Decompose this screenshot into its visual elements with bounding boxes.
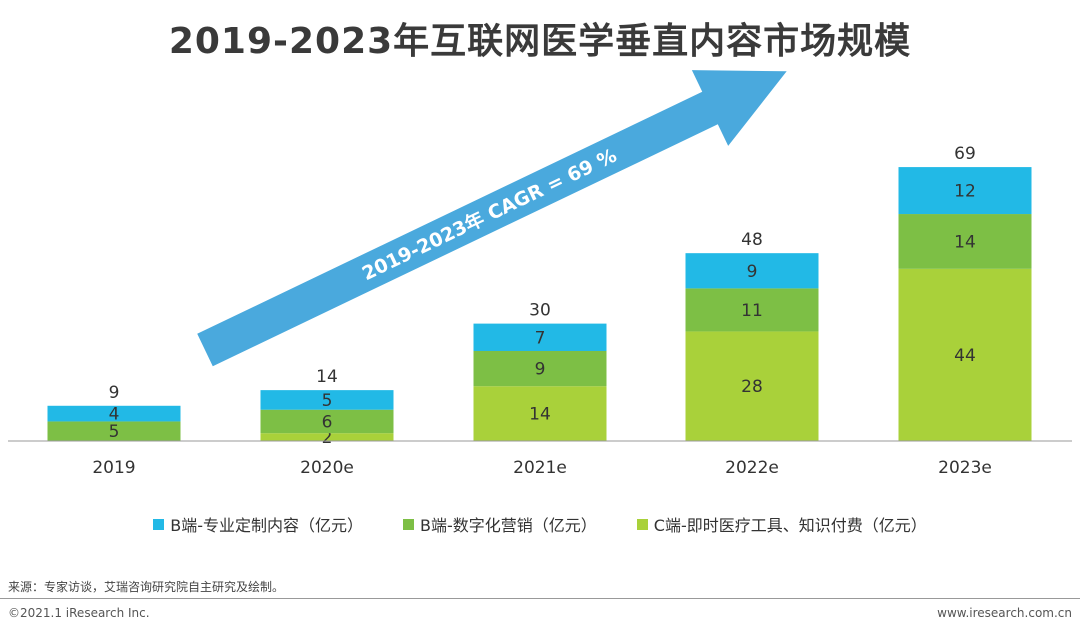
legend-item-consumer-tools: C端-即时医疗工具、知识付费（亿元） bbox=[636, 512, 927, 536]
segment-label-2022e-0: 28 bbox=[741, 377, 763, 397]
segment-label-2023e-1: 14 bbox=[954, 232, 976, 252]
total-label-2023e: 69 bbox=[954, 144, 976, 164]
website-link[interactable]: www.iresearch.com.cn bbox=[937, 606, 1072, 620]
bar-segment-2019-2 bbox=[47, 405, 181, 422]
bar-segment-2023e-0 bbox=[898, 268, 1032, 441]
stacked-bar-chart: 2019-2023年 CAGR = 69 %5492019265142020e1… bbox=[8, 70, 1072, 478]
bar-segment-2022e-1 bbox=[685, 288, 819, 332]
segment-label-2020e-0: 2 bbox=[322, 428, 333, 448]
x-tick-label-2022e: 2022e bbox=[725, 458, 779, 478]
footer-divider bbox=[0, 598, 1080, 599]
x-tick-label-2021e: 2021e bbox=[513, 458, 567, 478]
legend-label-consumer-tools: C端-即时医疗工具、知识付费（亿元） bbox=[653, 516, 927, 535]
bar-segment-2020e-0 bbox=[260, 433, 394, 441]
bar-segment-2020e-2 bbox=[260, 390, 394, 410]
bar-segment-2023e-1 bbox=[898, 214, 1032, 269]
x-tick-label-2020e: 2020e bbox=[300, 458, 354, 478]
total-label-2022e: 48 bbox=[741, 230, 763, 250]
segment-label-2022e-2: 9 bbox=[747, 262, 758, 282]
segment-label-2021e-0: 14 bbox=[529, 405, 551, 425]
source-note: 来源：专家访谈，艾瑞咨询研究院自主研究及绘制。 bbox=[8, 580, 285, 594]
segment-label-2023e-2: 12 bbox=[954, 182, 976, 202]
legend-item-professional-content: B端-专业定制内容（亿元） bbox=[153, 512, 363, 536]
segment-label-2020e-2: 5 bbox=[322, 391, 333, 411]
cagr-arrow-shape bbox=[197, 70, 787, 367]
legend-label-digital-marketing: B端-数字化营销（亿元） bbox=[420, 516, 597, 535]
bar-segment-2022e-0 bbox=[685, 331, 819, 441]
cagr-annotation: 2019-2023年 CAGR = 69 % bbox=[358, 144, 620, 285]
bar-segment-2019-1 bbox=[47, 421, 181, 441]
total-label-2021e: 30 bbox=[529, 301, 551, 321]
legend-swatch-digital-marketing bbox=[403, 518, 415, 530]
bar-segment-2021e-2 bbox=[473, 323, 607, 351]
legend-swatch-consumer-tools bbox=[636, 518, 648, 530]
segment-label-2021e-2: 7 bbox=[535, 328, 546, 348]
segment-label-2020e-1: 6 bbox=[322, 412, 333, 432]
legend-item-digital-marketing: B端-数字化营销（亿元） bbox=[403, 512, 597, 536]
bar-segment-2022e-2 bbox=[685, 253, 819, 289]
bar-segment-2023e-2 bbox=[898, 167, 1032, 215]
segment-label-2019-2: 4 bbox=[109, 405, 120, 425]
total-label-2019: 9 bbox=[109, 383, 120, 403]
x-tick-label-2023e: 2023e bbox=[938, 458, 992, 478]
bar-segment-2021e-1 bbox=[473, 351, 607, 387]
legend-label-professional-content: B端-专业定制内容（亿元） bbox=[170, 516, 364, 535]
segment-label-2021e-1: 9 bbox=[535, 360, 546, 380]
copyright-text: ©2021.1 iResearch Inc. bbox=[8, 606, 150, 620]
bar-segment-2020e-1 bbox=[260, 409, 394, 434]
segment-label-2023e-0: 44 bbox=[954, 346, 976, 366]
chart-legend: B端-专业定制内容（亿元） B端-数字化营销（亿元） C端-即时医疗工具、知识付… bbox=[0, 512, 1080, 536]
total-label-2020e: 14 bbox=[316, 367, 338, 387]
segment-label-2022e-1: 11 bbox=[741, 301, 763, 321]
legend-swatch-professional-content bbox=[153, 518, 165, 530]
x-tick-label-2019: 2019 bbox=[92, 458, 135, 478]
bar-segment-2021e-0 bbox=[473, 386, 607, 441]
chart-title: 2019-2023年互联网医学垂直内容市场规模 bbox=[168, 21, 912, 62]
segment-label-2019-1: 5 bbox=[109, 422, 120, 442]
